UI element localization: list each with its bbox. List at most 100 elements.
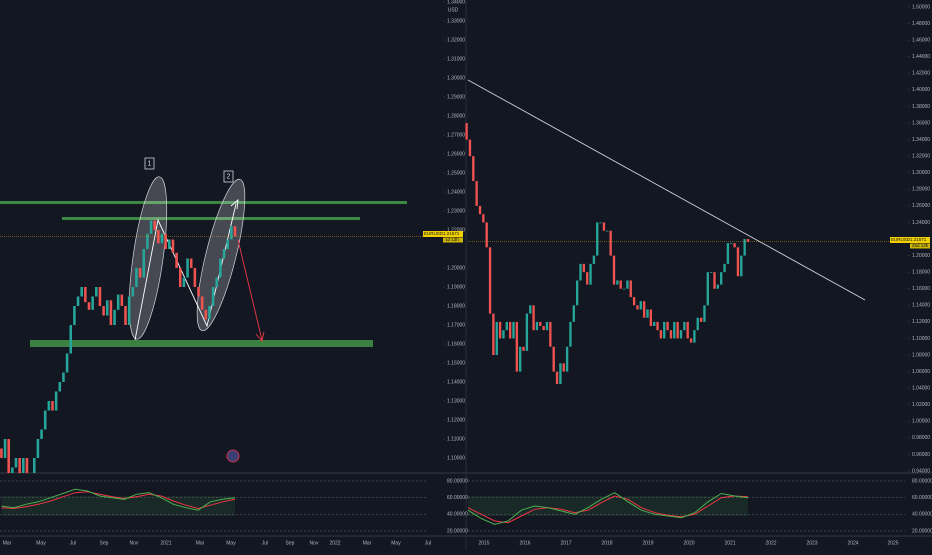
candle xyxy=(25,458,29,473)
price-tick-label: 1.26000 xyxy=(447,151,465,157)
time-label: Mar xyxy=(196,540,205,546)
price-tick-label: 1.15000 xyxy=(447,360,465,366)
candle xyxy=(219,258,222,278)
osc-tick-label: 20.00000 xyxy=(912,528,932,534)
candle xyxy=(525,313,529,351)
candle xyxy=(656,321,659,331)
candle xyxy=(706,272,709,306)
price-tick-label: 1.12000 xyxy=(912,319,930,325)
candle xyxy=(36,439,40,458)
candle xyxy=(171,239,175,253)
candle xyxy=(508,321,512,339)
candle xyxy=(73,306,76,325)
candle xyxy=(713,272,716,289)
price-tick-label: 1.14000 xyxy=(447,379,465,385)
time-label: 2018 xyxy=(601,540,612,546)
candle xyxy=(87,302,91,310)
candle xyxy=(606,230,609,232)
candle xyxy=(723,263,726,273)
candle xyxy=(559,363,562,385)
price-tag-symbol: EURUSD xyxy=(424,231,444,236)
candle xyxy=(3,439,7,458)
candle xyxy=(642,301,646,318)
candle xyxy=(51,401,54,411)
event-icon[interactable] xyxy=(226,449,240,463)
candle xyxy=(689,338,693,343)
price-tick-label: 1.18000 xyxy=(447,303,465,309)
price-tick-label: 1.31000 xyxy=(447,56,465,62)
candle xyxy=(142,249,146,278)
candle xyxy=(160,233,164,244)
price-tick-label: 1.28000 xyxy=(447,113,465,119)
projection-arrow xyxy=(237,239,263,341)
price-tick-label: 1.40000 xyxy=(912,87,930,93)
price-tick-label: 1.46000 xyxy=(912,37,930,43)
candle xyxy=(743,239,746,256)
candle xyxy=(575,280,579,306)
osc-band xyxy=(468,495,748,516)
price-tick-label: 1.13000 xyxy=(447,398,465,404)
price-tick-label: 1.18000 xyxy=(912,270,930,276)
candle xyxy=(54,391,58,411)
candle xyxy=(736,247,740,277)
candle xyxy=(211,287,215,306)
time-label: 2015 xyxy=(478,540,489,546)
candle xyxy=(47,401,51,411)
price-tick-label: 1.48000 xyxy=(912,21,930,27)
price-tick-label: 1.50000 xyxy=(912,4,930,10)
time-label: Mar xyxy=(3,540,12,546)
candle xyxy=(113,309,116,325)
candle xyxy=(693,330,696,343)
candle xyxy=(43,410,47,430)
candle xyxy=(91,296,94,310)
candle xyxy=(622,288,626,290)
candle xyxy=(14,458,18,468)
osc-tick-label: 80.00000 xyxy=(447,478,468,484)
osc-band xyxy=(1,495,236,516)
candle xyxy=(636,305,639,310)
candle xyxy=(472,156,475,182)
price-tick-label: 1.12000 xyxy=(447,417,465,423)
candle xyxy=(746,239,750,242)
candle xyxy=(175,252,178,268)
time-label: May xyxy=(226,540,236,546)
price-tick-label: 1.06000 xyxy=(912,369,930,375)
price-tag-value: 1.21671 xyxy=(910,237,927,242)
candle xyxy=(149,220,153,234)
price-tag-symbol: EURUSD xyxy=(891,237,911,242)
candle xyxy=(612,255,616,285)
candle xyxy=(138,268,142,278)
countdown: 25d 13h xyxy=(912,243,929,248)
osc-line xyxy=(1,488,236,511)
candle xyxy=(98,287,102,306)
price-tick-label: 1.04000 xyxy=(912,386,930,392)
time-label: Jul xyxy=(262,540,268,546)
candle xyxy=(709,272,713,273)
candle xyxy=(666,321,669,331)
price-tick-label: 1.20000 xyxy=(447,265,465,271)
osc-tick-label: 60.00000 xyxy=(447,495,468,501)
price-tick-label: 1.24000 xyxy=(447,189,465,195)
arrow-head xyxy=(230,198,239,210)
candle xyxy=(495,321,498,356)
candle xyxy=(726,243,730,264)
candle xyxy=(204,309,208,320)
candle xyxy=(109,300,113,325)
osc-tick-label: 20.00000 xyxy=(447,528,468,534)
price-tick-label: 1.17000 xyxy=(447,322,465,328)
candle xyxy=(740,255,743,277)
candle xyxy=(116,294,120,310)
price-tick-label: 1.22000 xyxy=(447,227,465,233)
osc-tick-label: 40.00000 xyxy=(447,512,468,518)
price-tick-label: 1.34000 xyxy=(912,137,930,143)
candle xyxy=(599,222,602,224)
price-tick-label: 1.00000 xyxy=(912,419,930,425)
candle xyxy=(498,321,502,339)
candle xyxy=(522,346,525,351)
candle xyxy=(616,280,619,285)
candle xyxy=(135,268,138,287)
countdown-bg xyxy=(443,237,463,243)
time-label: 2019 xyxy=(642,540,653,546)
candle xyxy=(124,306,127,325)
trendline xyxy=(467,79,866,301)
